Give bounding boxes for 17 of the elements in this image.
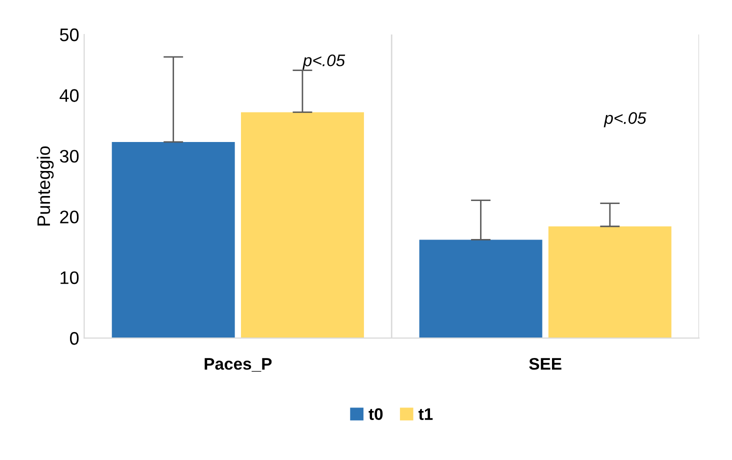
y-tick-label: 20 [60, 210, 79, 224]
bar [419, 240, 542, 338]
y-tick-label: 50 [60, 28, 79, 42]
bar [240, 112, 364, 338]
x-tick-label: Paces_P [204, 358, 272, 372]
x-tick-label: SEE [529, 358, 562, 370]
annotation: p<.05 [302, 54, 346, 70]
legend-label: t0 [368, 408, 383, 420]
bar [112, 142, 235, 338]
y-tick-label: 0 [70, 332, 79, 345]
annotation: p<.05 [604, 112, 646, 128]
y-tick-label: 30 [60, 150, 79, 163]
y-axis-title: Punteggio [36, 146, 54, 226]
y-tick-label: 40 [60, 89, 79, 102]
y-tick-label: 10 [60, 271, 79, 284]
bar [548, 226, 672, 338]
legend-label: t1 [418, 408, 433, 420]
